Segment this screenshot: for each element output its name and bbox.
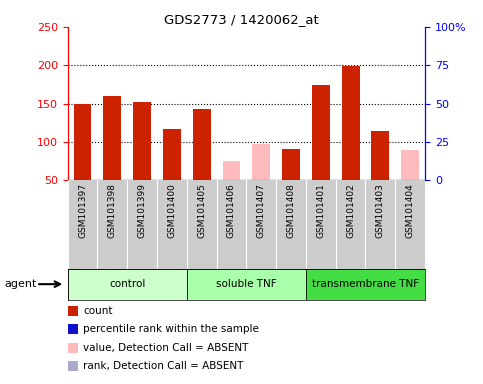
Bar <box>68 269 187 300</box>
Bar <box>341 66 359 180</box>
Text: GSM101397: GSM101397 <box>78 183 87 238</box>
Text: GSM101401: GSM101401 <box>316 183 325 238</box>
Bar <box>252 144 270 180</box>
Text: control: control <box>109 279 145 289</box>
Text: count: count <box>83 306 113 316</box>
Text: GSM101407: GSM101407 <box>257 183 266 238</box>
Text: GSM101408: GSM101408 <box>286 183 296 238</box>
Text: GSM101406: GSM101406 <box>227 183 236 238</box>
Text: GSM101405: GSM101405 <box>197 183 206 238</box>
Text: GSM101398: GSM101398 <box>108 183 117 238</box>
Bar <box>306 269 425 300</box>
Bar <box>103 96 121 180</box>
Text: GDS2773 / 1420062_at: GDS2773 / 1420062_at <box>164 13 319 26</box>
Text: GSM101400: GSM101400 <box>168 183 176 238</box>
Text: GSM101399: GSM101399 <box>138 183 146 238</box>
Bar <box>133 102 151 180</box>
Bar <box>73 104 91 180</box>
Bar <box>282 149 300 180</box>
Bar <box>223 161 241 180</box>
Text: value, Detection Call = ABSENT: value, Detection Call = ABSENT <box>83 343 248 353</box>
Bar <box>371 131 389 180</box>
Text: transmembrane TNF: transmembrane TNF <box>312 279 419 289</box>
Text: rank, Detection Call = ABSENT: rank, Detection Call = ABSENT <box>83 361 243 371</box>
Bar <box>193 109 211 180</box>
Text: GSM101404: GSM101404 <box>406 183 414 238</box>
Text: GSM101402: GSM101402 <box>346 183 355 238</box>
Bar <box>163 129 181 180</box>
Text: percentile rank within the sample: percentile rank within the sample <box>83 324 259 334</box>
Text: agent: agent <box>5 279 37 289</box>
Text: soluble TNF: soluble TNF <box>216 279 277 289</box>
Text: GSM101403: GSM101403 <box>376 183 385 238</box>
Bar <box>187 269 306 300</box>
Bar <box>312 85 330 180</box>
Bar <box>401 150 419 180</box>
